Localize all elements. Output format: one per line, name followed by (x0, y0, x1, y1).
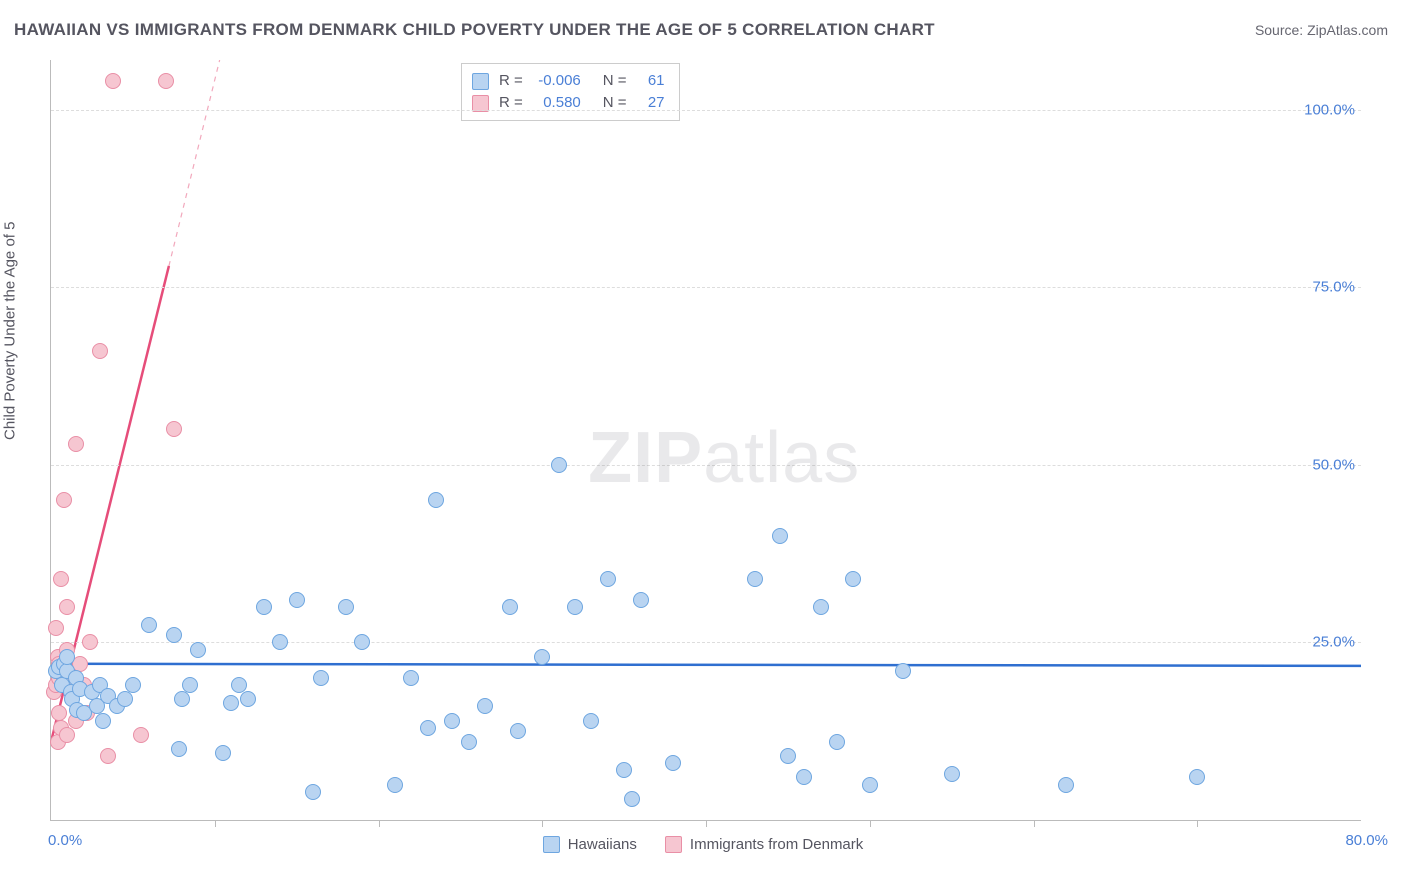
x-tick (1034, 820, 1035, 827)
gridline (51, 110, 1361, 111)
scatter-point (53, 571, 69, 587)
trend-line (169, 60, 220, 266)
scatter-point (171, 741, 187, 757)
scatter-point (125, 677, 141, 693)
y-tick-label: 100.0% (1304, 101, 1355, 118)
scatter-point (845, 571, 861, 587)
x-tick (379, 820, 380, 827)
scatter-point (305, 784, 321, 800)
correlation-box: R =-0.006N =61R =0.580N =27 (461, 63, 680, 121)
legend-label: Hawaiians (568, 836, 637, 853)
scatter-point (502, 599, 518, 615)
scatter-point (56, 492, 72, 508)
scatter-point (240, 691, 256, 707)
scatter-point (141, 617, 157, 633)
scatter-point (600, 571, 616, 587)
legend-swatch (665, 836, 682, 853)
scatter-point (477, 698, 493, 714)
scatter-point (796, 769, 812, 785)
scatter-point (95, 713, 111, 729)
scatter-point (1058, 777, 1074, 793)
legend-item: Hawaiians (543, 836, 637, 853)
source-label: Source: ZipAtlas.com (1255, 22, 1388, 38)
y-axis-title: Child Poverty Under the Age of 5 (2, 222, 19, 440)
scatter-point (444, 713, 460, 729)
scatter-point (780, 748, 796, 764)
scatter-point (420, 720, 436, 736)
scatter-point (624, 791, 640, 807)
scatter-point (944, 766, 960, 782)
scatter-point (387, 777, 403, 793)
x-tick (215, 820, 216, 827)
scatter-point (510, 723, 526, 739)
scatter-point (313, 670, 329, 686)
n-value: 61 (637, 70, 665, 92)
chart-title: HAWAIIAN VS IMMIGRANTS FROM DENMARK CHIL… (14, 20, 935, 40)
scatter-point (158, 73, 174, 89)
scatter-point (59, 727, 75, 743)
plot-area: R =-0.006N =61R =0.580N =27 25.0%50.0%75… (50, 60, 1361, 821)
x-tick (870, 820, 871, 827)
scatter-point (616, 762, 632, 778)
scatter-point (190, 642, 206, 658)
gridline (51, 465, 1361, 466)
n-label: N = (603, 70, 627, 92)
scatter-point (272, 634, 288, 650)
scatter-point (133, 727, 149, 743)
bottom-legend: Hawaiians Immigrants from Denmark (0, 836, 1406, 857)
scatter-point (551, 457, 567, 473)
legend-swatch (543, 836, 560, 853)
scatter-point (68, 436, 84, 452)
scatter-point (174, 691, 190, 707)
x-tick (1197, 820, 1198, 827)
y-tick-label: 25.0% (1312, 634, 1355, 651)
scatter-point (166, 421, 182, 437)
scatter-point (665, 755, 681, 771)
scatter-point (747, 571, 763, 587)
scatter-point (105, 73, 121, 89)
x-tick (706, 820, 707, 827)
scatter-point (567, 599, 583, 615)
scatter-point (117, 691, 133, 707)
scatter-point (534, 649, 550, 665)
scatter-point (215, 745, 231, 761)
scatter-point (813, 599, 829, 615)
scatter-point (59, 599, 75, 615)
scatter-point (289, 592, 305, 608)
legend-item: Immigrants from Denmark (665, 836, 863, 853)
y-tick-label: 75.0% (1312, 279, 1355, 296)
scatter-point (223, 695, 239, 711)
scatter-point (256, 599, 272, 615)
gridline (51, 287, 1361, 288)
r-value: -0.006 (533, 70, 581, 92)
scatter-point (428, 492, 444, 508)
scatter-point (100, 748, 116, 764)
scatter-point (182, 677, 198, 693)
scatter-point (895, 663, 911, 679)
scatter-point (403, 670, 419, 686)
scatter-point (48, 620, 64, 636)
x-tick (542, 820, 543, 827)
watermark: ZIPatlas (588, 417, 860, 499)
scatter-point (862, 777, 878, 793)
scatter-point (772, 528, 788, 544)
scatter-point (829, 734, 845, 750)
scatter-point (82, 634, 98, 650)
scatter-point (633, 592, 649, 608)
scatter-point (583, 713, 599, 729)
r-label: R = (499, 70, 523, 92)
scatter-point (166, 627, 182, 643)
scatter-point (461, 734, 477, 750)
correlation-row: R = -0.006 N = 61 (472, 70, 665, 92)
scatter-point (338, 599, 354, 615)
scatter-point (92, 343, 108, 359)
legend-swatch (472, 73, 489, 90)
gridline (51, 642, 1361, 643)
legend-label: Immigrants from Denmark (690, 836, 863, 853)
scatter-point (1189, 769, 1205, 785)
trend-line (51, 664, 1361, 666)
scatter-point (59, 649, 75, 665)
scatter-point (354, 634, 370, 650)
y-tick-label: 50.0% (1312, 456, 1355, 473)
